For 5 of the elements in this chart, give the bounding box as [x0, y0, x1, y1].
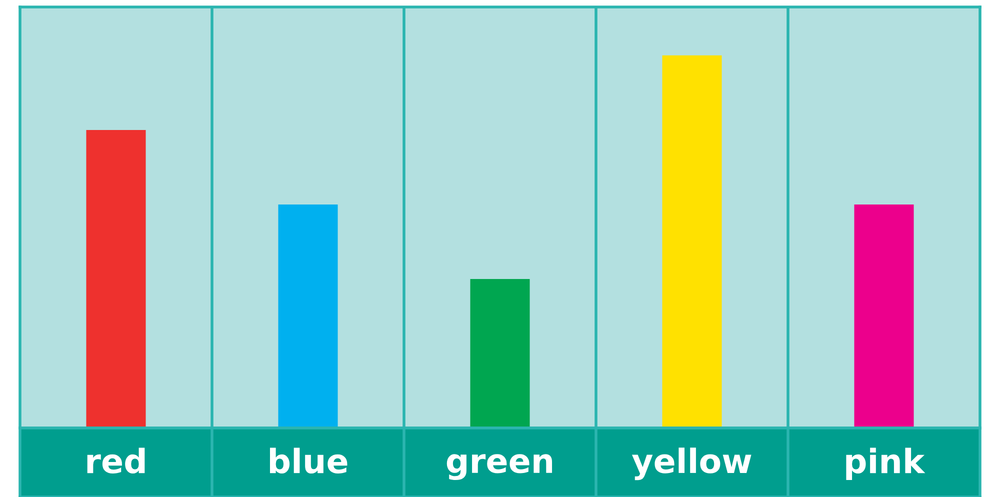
x-tick-label: pink: [846, 448, 926, 480]
x-tick-label: red: [87, 448, 145, 474]
x-tick-label: blue: [270, 448, 348, 474]
x-tick-label: green: [446, 454, 552, 480]
x-tick-label: yellow: [632, 448, 752, 480]
